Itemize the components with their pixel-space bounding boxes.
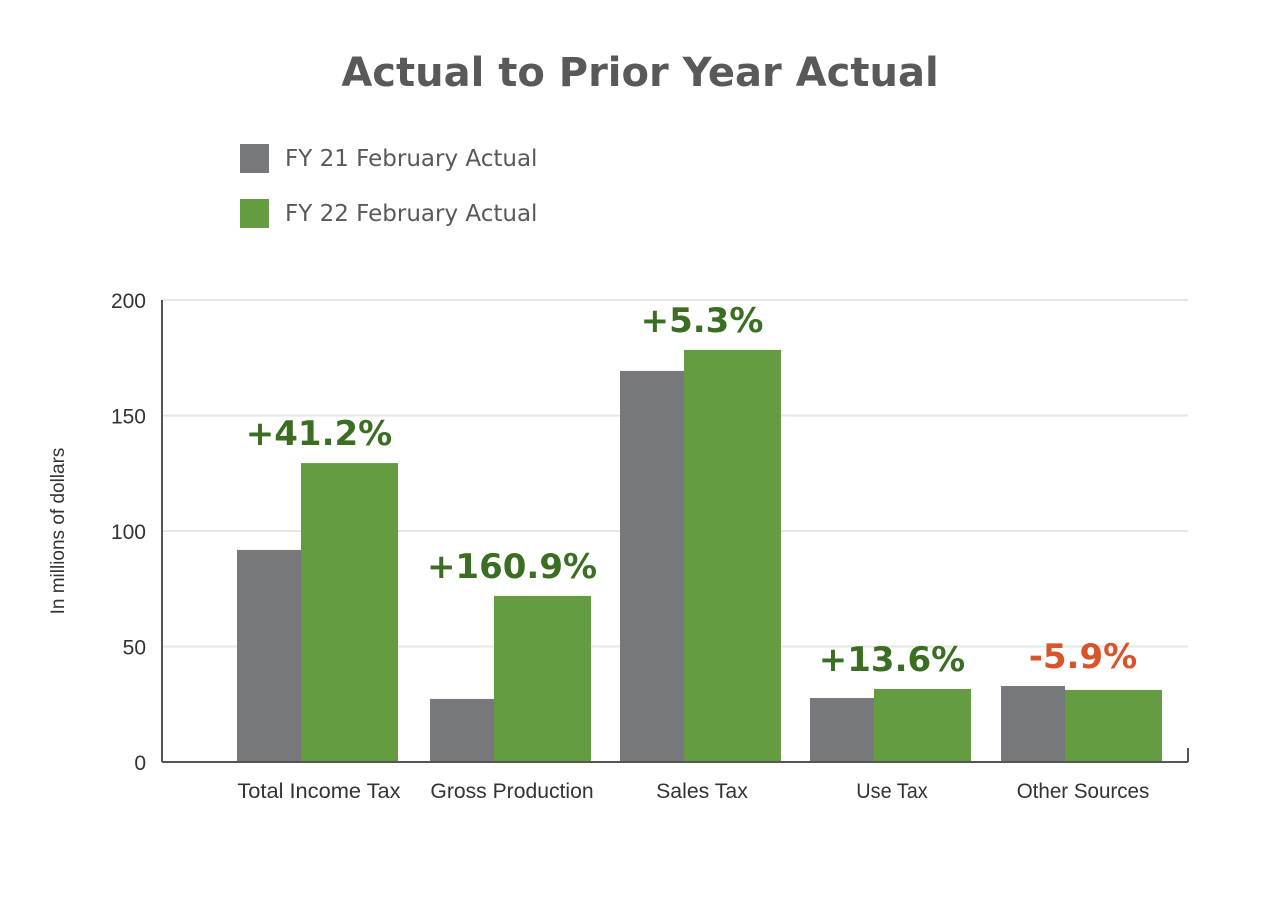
bar-fy21 [1001,686,1065,762]
bar-fy21 [810,698,874,762]
y-tick-label: 150 [111,406,146,429]
legend-label: FY 21 February Actual [285,145,538,172]
x-tick-label: Use Tax [856,780,928,803]
chart-title: Actual to Prior Year Actual [341,50,939,96]
y-tick-label: 200 [111,290,146,313]
bar-fy22 [494,595,591,762]
bar-fy22 [301,463,398,762]
legend-swatch [240,199,269,228]
bar-fy22 [684,349,781,762]
bar-fy21 [430,698,494,762]
x-tick-label: Total Income Tax [237,780,401,803]
bar-annotation: +160.9% [427,547,597,587]
y-tick-label: 100 [111,521,146,544]
bar-fy21 [620,370,684,762]
y-tick-label: 0 [134,752,146,775]
bar-fy22 [874,689,971,762]
bar-annotation: +13.6% [819,640,965,680]
x-tick-label: Gross Production [430,780,593,803]
x-tick-label: Sales Tax [656,780,748,803]
legend-label: FY 22 February Actual [285,200,538,227]
y-tick-label: 50 [123,637,146,660]
y-axis-label: In millions of dollars [48,448,69,615]
bar-fy21 [237,549,301,762]
bar-fy22 [1065,689,1162,762]
bar-annotation: -5.9% [1029,637,1137,677]
bar-annotation: +5.3% [641,301,764,341]
legend-item-fy22: FY 22 February Actual [240,199,537,228]
x-tick-label: Other Sources [1017,780,1150,803]
legend-item-fy21: FY 21 February Actual [240,144,537,173]
legend-swatch [240,144,269,173]
bar-annotation: +41.2% [246,414,392,454]
